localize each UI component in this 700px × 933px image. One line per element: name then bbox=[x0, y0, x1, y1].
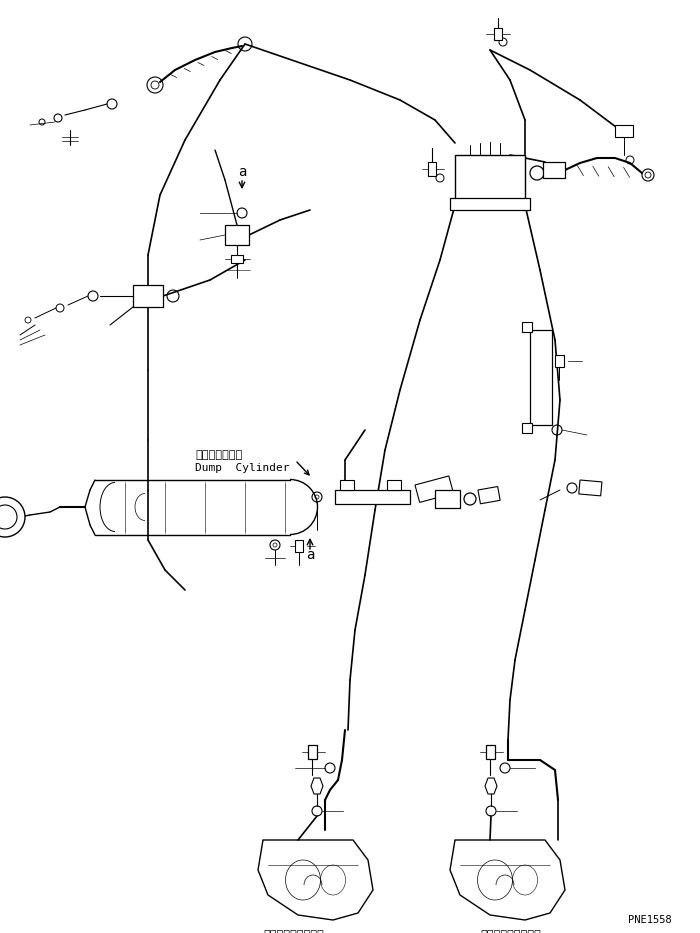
Text: a: a bbox=[306, 548, 314, 562]
Circle shape bbox=[0, 497, 25, 537]
Text: コントロールバルブ: コントロールバルブ bbox=[263, 930, 323, 933]
Bar bbox=[486, 745, 495, 759]
Bar bbox=[455, 155, 525, 205]
Bar bbox=[543, 162, 565, 178]
Bar bbox=[295, 540, 303, 552]
Bar bbox=[435, 490, 460, 508]
Polygon shape bbox=[485, 778, 497, 794]
Bar bbox=[579, 480, 602, 495]
Text: PNE1558: PNE1558 bbox=[629, 915, 672, 925]
Bar bbox=[387, 480, 401, 490]
Bar bbox=[522, 322, 532, 332]
Text: a: a bbox=[238, 165, 246, 179]
Polygon shape bbox=[450, 840, 565, 920]
Text: コントロールバルブ: コントロールバルブ bbox=[480, 930, 540, 933]
Bar bbox=[415, 476, 454, 502]
Bar bbox=[231, 255, 243, 263]
Bar bbox=[494, 28, 502, 40]
Polygon shape bbox=[258, 840, 373, 920]
Bar bbox=[428, 162, 436, 176]
Bar bbox=[478, 486, 500, 504]
Bar bbox=[133, 285, 163, 307]
Bar bbox=[308, 745, 317, 759]
Text: ダンプシリンダ: ダンプシリンダ bbox=[195, 450, 242, 460]
Bar bbox=[450, 198, 530, 210]
Bar bbox=[340, 480, 354, 490]
Bar bbox=[555, 355, 564, 367]
Bar bbox=[530, 330, 552, 425]
Bar bbox=[522, 423, 532, 433]
Bar bbox=[225, 225, 249, 245]
Polygon shape bbox=[311, 778, 323, 794]
Bar bbox=[615, 125, 633, 137]
Bar bbox=[335, 490, 410, 504]
Text: Dump  Cylinder: Dump Cylinder bbox=[195, 463, 290, 473]
